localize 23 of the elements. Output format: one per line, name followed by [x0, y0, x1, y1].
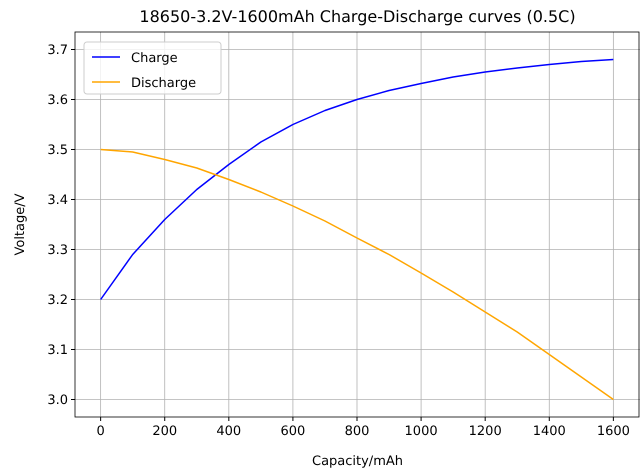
- x-tick-label: 600: [280, 424, 306, 439]
- y-tick-label: 3.0: [47, 393, 68, 408]
- x-tick-label: 1400: [532, 424, 566, 439]
- x-tick-label: 0: [96, 424, 105, 439]
- x-tick-label: 400: [216, 424, 242, 439]
- y-tick-label: 3.5: [47, 143, 68, 158]
- x-axis-title: Capacity/mAh: [312, 454, 403, 469]
- x-tick-label: 800: [344, 424, 370, 439]
- line-series: [100, 148, 614, 400]
- x-tick-label: 1600: [596, 424, 630, 439]
- legend-label: Charge: [131, 51, 178, 66]
- y-tick-label: 3.4: [47, 193, 68, 208]
- chart-title: 18650-3.2V-1600mAh Charge-Discharge curves (0.5C): [139, 7, 576, 26]
- legend-label: Discharge: [131, 76, 196, 91]
- y-tick-label: 3.1: [47, 343, 68, 358]
- x-tick-label: 200: [152, 424, 178, 439]
- y-tick-label: 3.2: [47, 293, 68, 308]
- y-axis-title: Voltage/V: [13, 193, 28, 256]
- y-tick-label: 3.6: [47, 93, 68, 108]
- x-tick-label: 1000: [404, 424, 438, 439]
- y-tick-label: 3.3: [47, 243, 68, 258]
- y-tick-label: 3.7: [47, 43, 68, 58]
- x-tick-label: 1200: [468, 424, 502, 439]
